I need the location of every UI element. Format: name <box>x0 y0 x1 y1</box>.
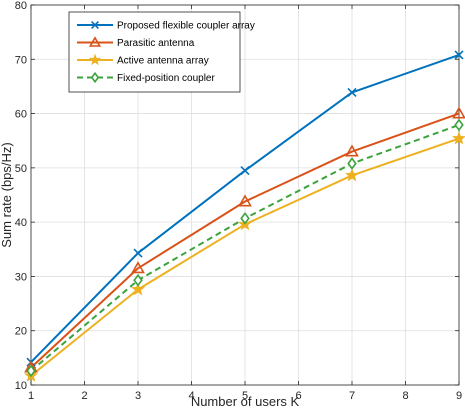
data-point-series-3 <box>130 282 146 296</box>
x-tick-label: 1 <box>28 390 34 402</box>
legend-marker-4 <box>90 71 100 84</box>
data-point-series-1 <box>240 166 250 176</box>
data-point-series-1-stroke-b <box>454 50 464 60</box>
data-point-series-1-stroke-b <box>347 87 357 97</box>
y-tick-label: 50 <box>15 163 27 175</box>
y-tick-label: 70 <box>15 54 27 66</box>
data-point-series-4 <box>26 364 36 378</box>
y-tick-label: 40 <box>15 217 27 229</box>
y-tick-label: 80 <box>15 0 27 12</box>
legend-marker-2 <box>88 36 102 47</box>
y-tick-label: 20 <box>15 326 27 338</box>
axis-ticks: 1 2 3 4 5 6 7 8 9 10 20 30 40 50 60 70 80 <box>15 0 462 402</box>
x-tick-label: 9 <box>456 390 462 402</box>
x-axis-title: Number of users K <box>191 394 300 409</box>
legend-marker-3 <box>88 53 102 66</box>
data-point-series-3 <box>344 168 360 182</box>
legend-label-1: Proposed flexible coupler array <box>117 21 255 32</box>
x-tick-label: 2 <box>81 390 87 402</box>
x-tick-label: 4 <box>188 390 194 402</box>
data-point-series-1 <box>133 248 143 258</box>
y-tick-label: 30 <box>15 271 27 283</box>
data-point-series-2 <box>452 106 465 119</box>
x-tick-label: 7 <box>349 390 355 402</box>
y-tick-label: 60 <box>15 109 27 121</box>
data-point-series-1-stroke-b <box>240 166 250 176</box>
data-point-series-4 <box>454 118 464 132</box>
legend: Proposed flexible coupler array Parasitic… <box>68 11 255 93</box>
series-line-2 <box>30 112 460 369</box>
series-layer <box>23 50 465 382</box>
data-point-series-3 <box>451 131 465 145</box>
legend-label-2: Parasitic antenna <box>117 38 195 49</box>
data-point-series-4 <box>347 157 357 170</box>
data-point-series-2 <box>131 261 145 274</box>
legend-label-4: Fixed-position coupler <box>117 73 215 84</box>
x-tick-label: 3 <box>135 390 141 402</box>
legend-label-3: Active antenna array <box>117 56 209 67</box>
data-point-series-2 <box>238 194 252 207</box>
data-point-series-4 <box>240 212 250 225</box>
data-point-series-1-stroke-b <box>133 248 143 258</box>
data-point-series-4 <box>133 273 143 287</box>
legend-marker-1 <box>91 21 99 29</box>
x-tick-label: 8 <box>402 390 408 402</box>
y-axis-title: Sum rate (bps/Hz) <box>0 142 14 247</box>
x-tick-label: 6 <box>295 390 301 402</box>
legend-marker-1-stroke-b <box>91 21 99 29</box>
x-tick-label: 5 <box>242 390 248 402</box>
data-point-series-2 <box>345 144 359 157</box>
data-point-series-1 <box>454 50 464 60</box>
y-tick-label: 10 <box>15 380 27 392</box>
data-point-series-1 <box>347 87 357 97</box>
